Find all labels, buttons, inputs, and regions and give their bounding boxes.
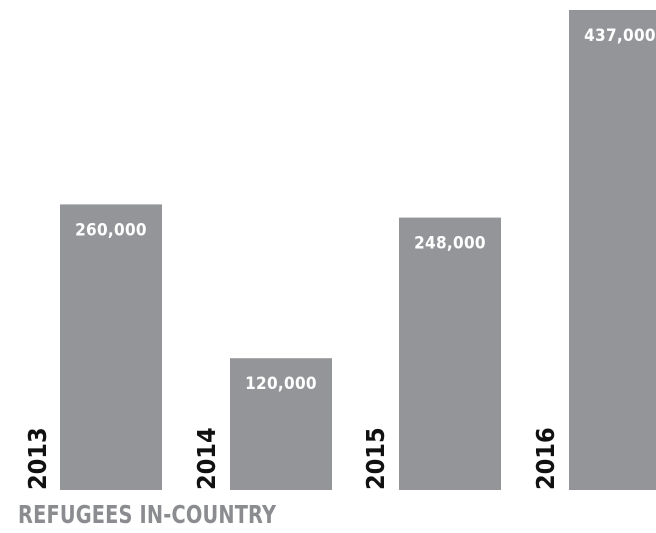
category-label-2014: 2014 [192, 427, 221, 490]
value-label-2013: 260,000 [75, 220, 147, 240]
bar-2015 [399, 217, 501, 490]
value-label-2015: 248,000 [414, 234, 486, 254]
chart-title: REFUGEES IN-COUNTRY [18, 500, 277, 529]
bar-2014 [230, 358, 332, 490]
bar-2016 [569, 10, 656, 490]
category-label-2015: 2015 [361, 427, 390, 490]
category-label-2013: 2013 [23, 427, 52, 490]
value-label-2014: 120,000 [245, 374, 317, 394]
value-label-2016: 437,000 [584, 26, 656, 46]
bar-2013 [60, 204, 162, 490]
category-label-2016: 2016 [531, 427, 560, 490]
bars [60, 10, 656, 490]
value-labels: 260,000 120,000 248,000 437,000 [75, 26, 656, 394]
category-labels: 2013 2014 2015 2016 [23, 427, 560, 490]
